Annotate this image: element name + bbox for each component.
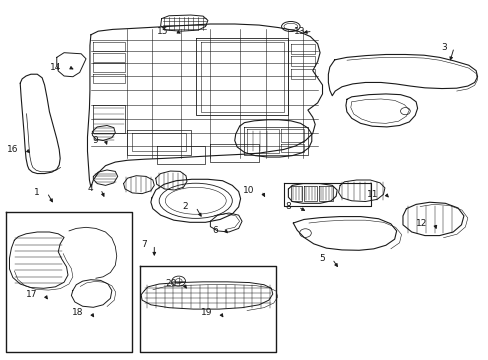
Text: 2: 2 [183,202,188,211]
Text: 8: 8 [285,202,290,211]
Text: 14: 14 [50,63,61,72]
Text: 12: 12 [415,219,427,228]
Text: 6: 6 [211,226,217,235]
Text: 13: 13 [293,27,305,36]
Text: 3: 3 [440,43,446,52]
Text: 7: 7 [141,240,147,249]
Text: 17: 17 [26,290,37,299]
Text: 1: 1 [34,188,40,197]
Text: 18: 18 [72,308,83,317]
Text: 4: 4 [87,184,93,193]
Text: 11: 11 [366,190,378,199]
Text: 5: 5 [319,255,325,264]
Text: 16: 16 [7,145,19,154]
Text: 20: 20 [164,279,176,288]
Text: 9: 9 [92,136,98,145]
Text: 19: 19 [201,308,212,317]
Text: 10: 10 [242,186,254,195]
Text: 15: 15 [157,27,168,36]
